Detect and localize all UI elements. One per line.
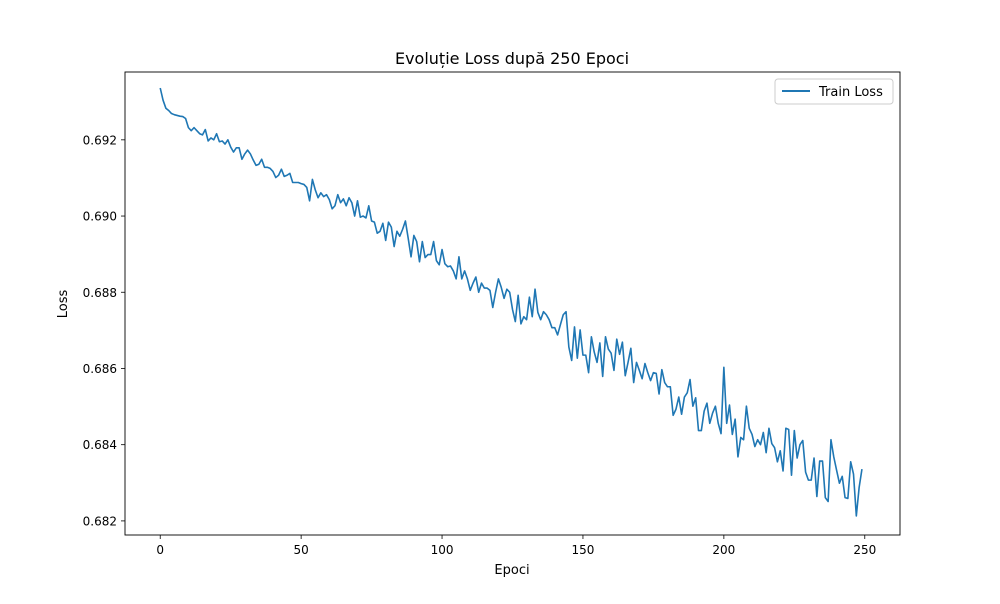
y-tick-label: 0.692 bbox=[83, 133, 117, 147]
y-tick-label: 0.688 bbox=[83, 286, 117, 300]
y-axis-ticks: 0.682 0.684 0.686 0.688 0.690 0.692 bbox=[83, 133, 125, 528]
legend-label: Train Loss bbox=[818, 85, 883, 100]
x-axis-ticks: 0 50 100 150 200 250 bbox=[156, 535, 876, 557]
plot-lines bbox=[159, 87, 863, 517]
legend-box bbox=[774, 78, 894, 105]
x-tick-label: 50 bbox=[293, 543, 308, 557]
x-tick-label: 200 bbox=[712, 543, 735, 557]
legend: Train Loss bbox=[774, 78, 894, 105]
y-tick-label: 0.682 bbox=[83, 514, 117, 528]
y-axis-label: Loss bbox=[56, 290, 71, 319]
x-tick-label: 250 bbox=[853, 543, 876, 557]
x-tick-label: 150 bbox=[572, 543, 595, 557]
series-line-train-loss bbox=[159, 87, 863, 517]
x-axis-label: Epoci bbox=[494, 563, 529, 578]
x-tick-label: 0 bbox=[156, 543, 164, 557]
y-tick-label: 0.686 bbox=[83, 362, 117, 376]
x-tick-label: 100 bbox=[431, 543, 454, 557]
y-tick-label: 0.690 bbox=[83, 210, 117, 224]
chart-title: Evoluție Loss după 250 Epoci bbox=[395, 49, 629, 68]
y-tick-label: 0.684 bbox=[83, 438, 117, 452]
plot-frame bbox=[124, 71, 901, 536]
